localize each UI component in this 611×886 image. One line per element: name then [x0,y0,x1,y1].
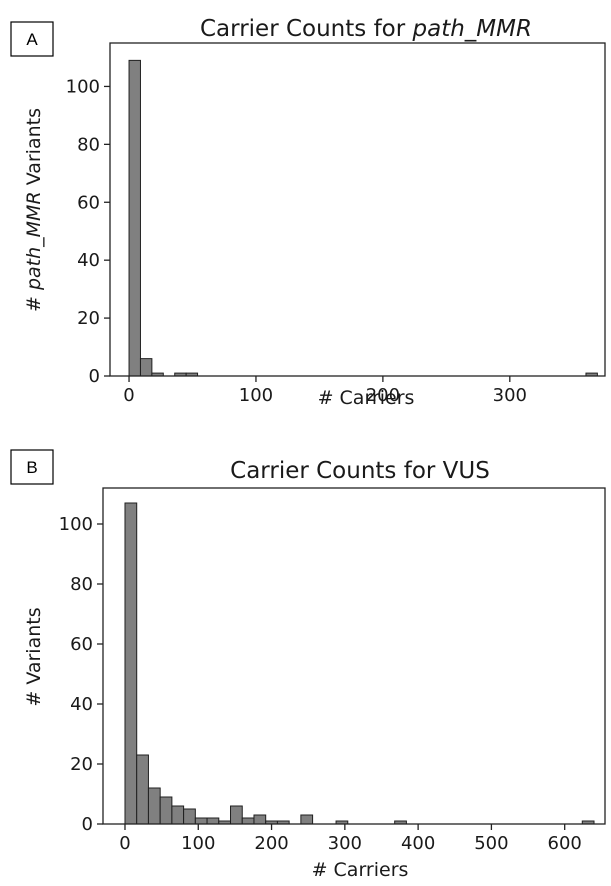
panel-b-label-box [10,449,54,485]
chart-b-bar-1 [136,754,149,825]
chart-b-frame [102,487,606,825]
chart-b-plot: 0 100 200 300 400 500 600 0 20 40 60 80 100 [59,487,606,854]
chart-b-title: Carrier Counts for VUS [230,458,490,484]
panel-a-letter: A [26,30,38,49]
chart-a-ytick-label-40: 40 [77,250,100,271]
chart-a-bar-0 [128,59,141,377]
chart-a-xtick-label-0: 0 [123,385,134,406]
chart-b-xtick-label-200: 200 [254,833,288,854]
chart-a-ytick-label-100: 100 [66,76,100,97]
chart-a-ytick-label-20: 20 [77,308,100,329]
chart-b-bar-6 [194,817,208,825]
chart-a-title: Carrier Counts for path_MMR [200,16,532,42]
chart-a-frame [109,42,606,377]
chart-b-bar-0 [124,502,138,825]
chart-b-ytick-label-80: 80 [70,574,93,595]
chart-b-xtick-label-400: 400 [401,833,435,854]
chart-b-ylabel: # Variants [23,607,45,706]
chart-b-ytick-label-100: 100 [59,514,93,535]
chart-b-xtick-label-600: 600 [548,833,582,854]
chart-a-xtick-label-100: 100 [239,385,273,406]
chart-a-ylabel: # path_MMR Variants [23,108,45,312]
panel-a: A Carrier Counts for path_MMR # Carriers… [10,16,606,409]
chart-a-ytick-label-80: 80 [77,134,100,155]
panel-a-label-box [10,21,54,57]
chart-b-bar-3 [159,796,173,825]
chart-b-xtick-label-100: 100 [181,833,215,854]
chart-b-bar-9 [230,805,243,825]
chart-b-xtick-label-0: 0 [119,833,130,854]
chart-b-xtick-label-300: 300 [328,833,362,854]
chart-b-ytick-label-60: 60 [70,634,93,655]
chart-a-xtick-label-200: 200 [366,385,400,406]
chart-b-bar-11 [253,814,267,825]
chart-a-xtick-label-300: 300 [493,385,527,406]
chart-a-ytick-label-0: 0 [89,366,100,387]
chart-b-bar-7 [206,817,220,825]
chart-a-ytick-label-60: 60 [77,192,100,213]
chart-b-bar-14 [300,814,314,825]
chart-b-bar-2 [147,787,161,825]
chart-b-ytick-label-40: 40 [70,694,93,715]
panel-b: B Carrier Counts for VUS # Carriers # Va… [10,449,606,881]
panel-b-letter: B [26,458,37,477]
chart-b-bar-5 [183,808,196,825]
chart-b-bar-10 [241,817,255,825]
chart-a-xlabel: # Carriers [318,387,415,409]
chart-b-bar-4 [171,805,185,825]
chart-b-xlabel: # Carriers [312,859,409,881]
chart-a-plot: 0 100 200 300 0 20 40 60 80 100 [66,42,606,406]
chart-b-ytick-label-20: 20 [70,754,93,775]
chart-b-ytick-label-0: 0 [82,814,93,835]
chart-a-bar-1 [139,358,153,377]
chart-b-xtick-label-500: 500 [474,833,508,854]
